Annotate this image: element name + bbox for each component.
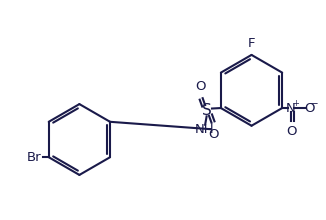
Text: O: O	[208, 128, 219, 141]
Text: −: −	[310, 99, 319, 109]
Text: O: O	[286, 125, 296, 138]
Text: +: +	[292, 99, 299, 108]
Text: NH: NH	[195, 123, 215, 136]
Text: N: N	[286, 102, 296, 115]
Text: S: S	[202, 103, 212, 118]
Text: F: F	[248, 37, 255, 50]
Text: Br: Br	[27, 151, 42, 164]
Text: O: O	[196, 80, 206, 93]
Text: O: O	[304, 102, 315, 115]
